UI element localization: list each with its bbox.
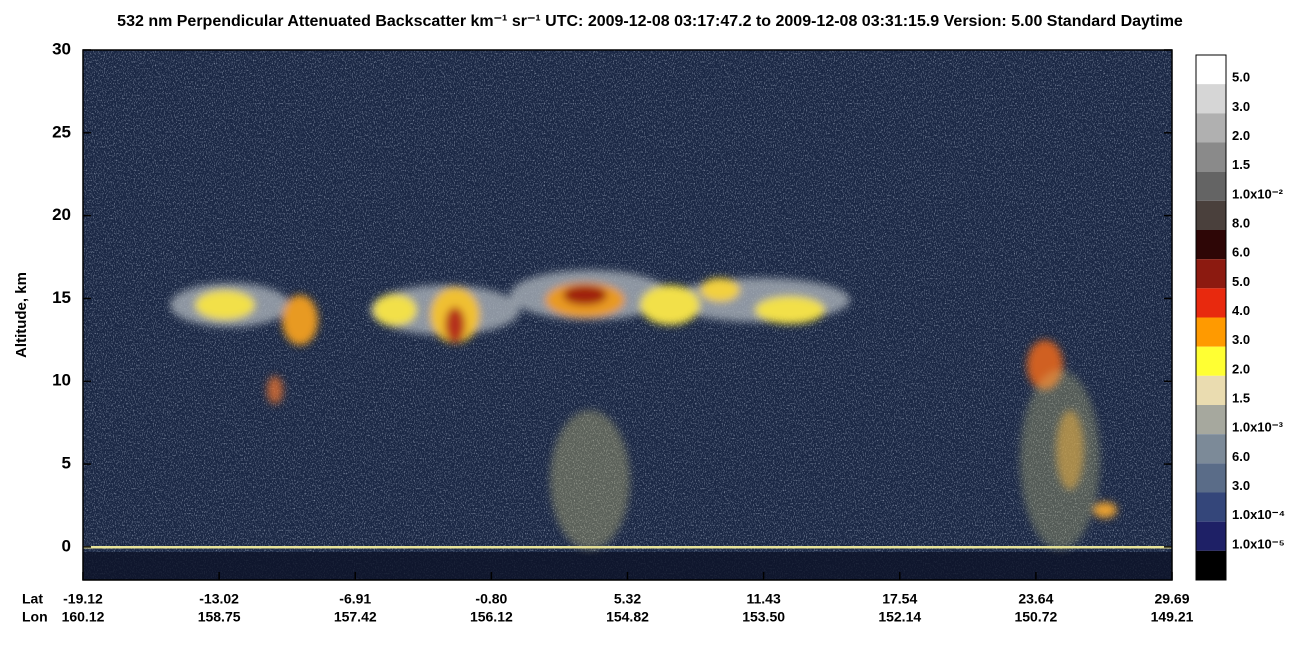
x-tick-label: 153.50 (742, 609, 785, 625)
colorbar-label: 1.5 (1232, 157, 1250, 172)
y-tick-label: 15 (52, 288, 71, 307)
colorbar-band (1196, 346, 1226, 376)
x-tick-label: -6.91 (339, 591, 371, 607)
colorbar-label: 2.0 (1232, 128, 1250, 143)
y-tick-label: 10 (52, 371, 71, 390)
colorbar-label: 5.0 (1232, 274, 1250, 289)
x-tick-label: 149.21 (1151, 609, 1194, 625)
colorbar-band (1196, 434, 1226, 464)
plot-image (83, 50, 1172, 580)
x-tick-label: 11.43 (746, 591, 780, 607)
colorbar-label: 6.0 (1232, 245, 1250, 260)
y-tick-label: 20 (52, 205, 71, 224)
colorbar-band (1196, 113, 1226, 143)
colorbar-band (1196, 288, 1226, 318)
colorbar-label: 1.0x10⁻² (1232, 186, 1284, 201)
x-tick-label: -19.12 (63, 591, 103, 607)
colorbar-band (1196, 259, 1226, 289)
colorbar-band (1196, 171, 1226, 201)
colorbar-label: 1.0x10⁻³ (1232, 420, 1284, 435)
y-tick-label: 25 (52, 122, 71, 141)
x-tick-label: 160.12 (62, 609, 105, 625)
colorbar-band (1196, 463, 1226, 493)
y-tick-label: 30 (52, 39, 71, 58)
chart-title: 532 nm Perpendicular Attenuated Backscat… (117, 13, 1183, 30)
colorbar-label: 5.0 (1232, 70, 1250, 85)
colorbar-label: 6.0 (1232, 449, 1250, 464)
x-tick-label: 17.54 (882, 591, 917, 607)
colorbar-band (1196, 142, 1226, 172)
colorbar-band (1196, 550, 1226, 580)
colorbar-band (1196, 405, 1226, 435)
x-tick-label: -13.02 (199, 591, 239, 607)
colorbar-band (1196, 200, 1226, 230)
x-tick-label: 158.75 (198, 609, 241, 625)
x-tick-label: 23.64 (1018, 591, 1053, 607)
colorbar-label: 1.0x10⁻⁴ (1232, 507, 1285, 522)
x-row-name: Lon (22, 609, 48, 625)
x-tick-label: 150.72 (1014, 609, 1057, 625)
y-tick-label: 0 (62, 536, 71, 555)
x-tick-label: 156.12 (470, 609, 513, 625)
surface (83, 546, 1172, 549)
colorbar-label: 1.5 (1232, 390, 1250, 405)
colorbar-label: 1.0x10⁻⁵ (1232, 536, 1285, 551)
colorbar-frame (1195, 54, 1227, 581)
colorbar-label: 4.0 (1232, 303, 1250, 318)
y-tick-label: 5 (62, 454, 71, 473)
colorbar-band (1196, 55, 1226, 85)
x-tick-label: 5.32 (614, 591, 641, 607)
colorbar-label: 3.0 (1232, 99, 1250, 114)
colorbar-label: 8.0 (1232, 215, 1250, 230)
cloud-layer (170, 270, 1117, 550)
colorbar-label: 3.0 (1232, 478, 1250, 493)
x-tick-label: 154.82 (606, 609, 649, 625)
colorbar-label: 3.0 (1232, 332, 1250, 347)
x-row-name: Lat (22, 591, 43, 607)
x-tick-label: 152.14 (878, 609, 921, 625)
x-tick-label: -0.80 (475, 591, 507, 607)
colorbar-band (1196, 492, 1226, 522)
colorbar-band (1196, 230, 1226, 260)
colorbar-band (1196, 84, 1226, 114)
x-tick-label: 157.42 (334, 609, 377, 625)
colorbar-label: 2.0 (1232, 361, 1250, 376)
colorbar-band (1196, 375, 1226, 405)
y-axis-label: Altitude, km (13, 272, 30, 358)
colorbar-band (1196, 521, 1226, 551)
x-tick-label: 29.69 (1154, 591, 1189, 607)
colorbar-band (1196, 317, 1226, 347)
